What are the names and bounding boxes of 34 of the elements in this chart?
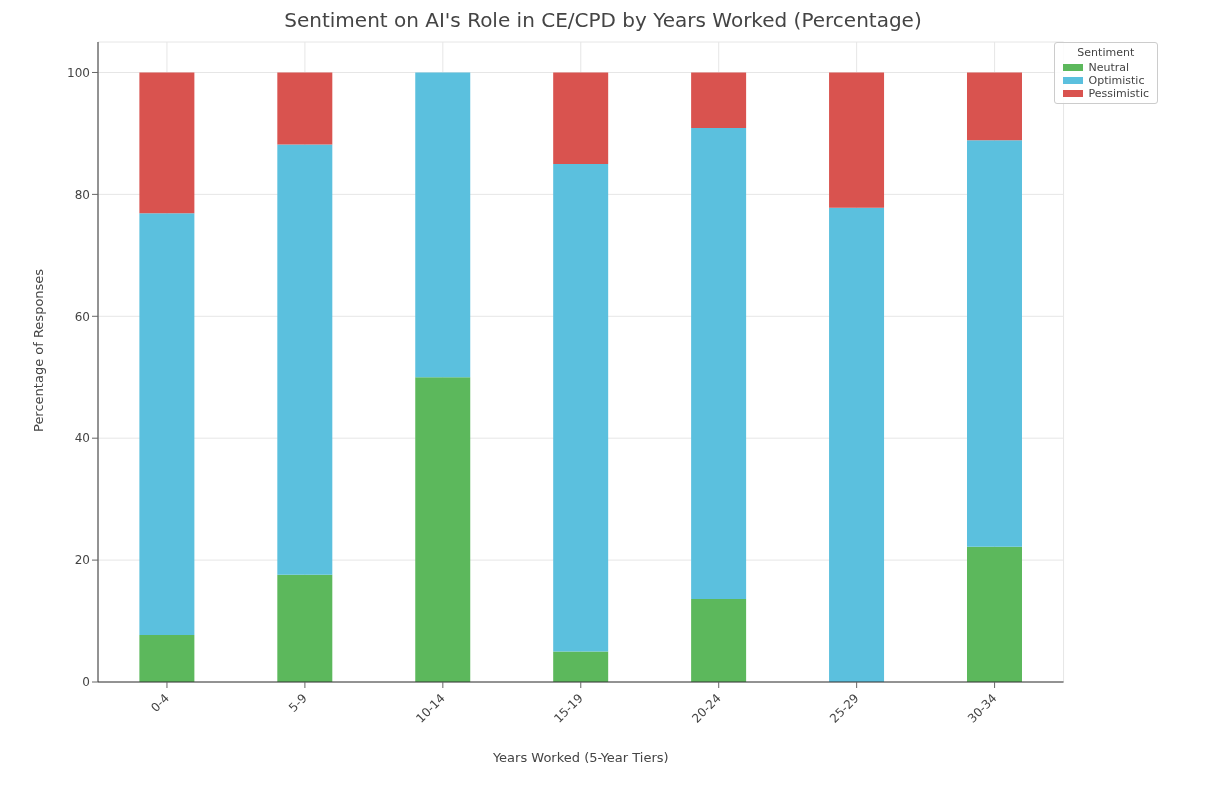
x-tick-label: 5-9 <box>286 691 310 715</box>
bar <box>553 651 609 682</box>
bar <box>829 207 885 682</box>
bar <box>139 72 195 214</box>
bar <box>139 635 195 682</box>
bar <box>139 213 195 636</box>
bar <box>829 72 885 208</box>
legend-title: Sentiment <box>1076 46 1136 59</box>
legend-label: Neutral <box>1088 61 1130 74</box>
bar <box>277 144 333 575</box>
bar <box>691 127 747 600</box>
bar <box>966 72 1022 141</box>
x-axis-title: Years Worked (5-Year Tiers) <box>491 750 669 765</box>
y-tick-label: 0 <box>82 675 90 690</box>
y-tick-label: 20 <box>74 553 90 568</box>
y-tick-label: 40 <box>74 431 90 446</box>
bar <box>966 140 1022 547</box>
bar <box>553 163 609 652</box>
bar <box>277 574 333 682</box>
bar <box>691 599 747 682</box>
bar <box>415 72 471 378</box>
y-tick-label: 100 <box>67 65 90 80</box>
y-tick-label: 60 <box>74 309 90 324</box>
bar <box>277 72 333 145</box>
legend-label: Optimistic <box>1088 74 1145 87</box>
bar <box>415 377 471 682</box>
chart-title: Sentiment on AI's Role in CE/CPD by Years Worked (Percentage) <box>283 8 923 32</box>
bar <box>966 546 1022 682</box>
legend-label: Pessimistic <box>1088 87 1149 100</box>
bar <box>691 72 747 128</box>
y-axis-title: Percentage of Responses <box>30 268 46 432</box>
x-tick-label: 0-4 <box>148 691 172 715</box>
y-tick-label: 80 <box>74 187 90 202</box>
bar <box>553 72 609 164</box>
